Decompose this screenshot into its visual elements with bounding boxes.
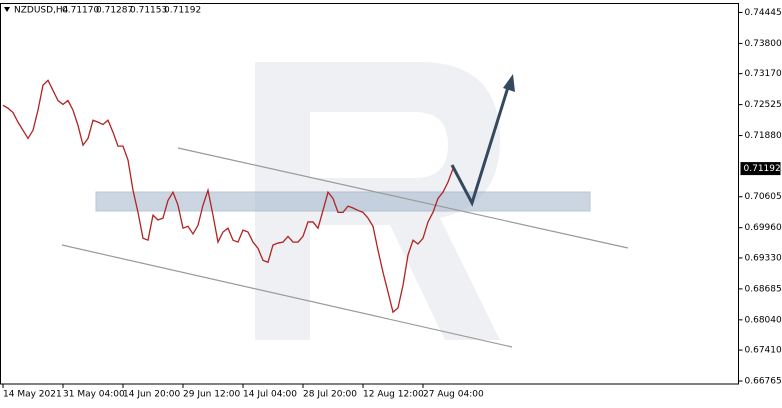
y-tick-label: 0.68040: [745, 315, 782, 325]
y-tick-label: 0.66765: [745, 377, 782, 387]
x-tick-label: 14 Jun 20:00: [123, 390, 180, 400]
y-tick-label: 0.72525: [745, 100, 782, 110]
y-tick-label: 0.74445: [745, 8, 782, 18]
ohlc-high: 0.71287: [96, 6, 133, 16]
y-tick-label: 0.71880: [745, 131, 782, 141]
x-tick-label: 14 May 2021: [3, 390, 62, 400]
y-tick-label: 0.68685: [745, 284, 782, 294]
x-tick-label: 27 Aug 04:00: [423, 390, 484, 400]
x-tick-label: 29 Jun 12:00: [183, 390, 240, 400]
price-line: [2, 79, 454, 314]
ohlc-open: 0.71170: [62, 6, 99, 16]
y-tick-label: 0.73800: [745, 39, 782, 49]
ohlc-close: 0.71192: [164, 6, 201, 16]
y-tick-label: 0.70605: [745, 192, 782, 202]
plot-frame: [0, 3, 739, 385]
x-tick-label: 31 May 04:00: [63, 390, 125, 400]
menu-triangle: [4, 7, 10, 12]
resistance-zone: [95, 191, 591, 212]
ohlc-low: 0.71153: [130, 6, 167, 16]
x-tick-label: 28 Jul 20:00: [303, 390, 357, 400]
y-tick-label: 0.69960: [745, 223, 782, 233]
forecast-arrow: [450, 83, 511, 207]
y-tick-label: 0.67410: [745, 346, 782, 356]
symbol: NZDUSD,H4: [14, 6, 69, 16]
last-price-box: [740, 162, 781, 176]
channel-lower: [61, 244, 513, 348]
arrow-head: [503, 74, 515, 92]
x-tick-label: 12 Aug 12:00: [363, 390, 424, 400]
channel-upper: [177, 147, 629, 249]
plot-area: [2, 79, 454, 314]
last-price-label: 0.71192: [744, 164, 781, 174]
y-tick-label: 0.73170: [745, 69, 782, 79]
y-tick-label: 0.69330: [745, 253, 782, 263]
x-tick-label: 14 Jul 04:00: [243, 390, 297, 400]
